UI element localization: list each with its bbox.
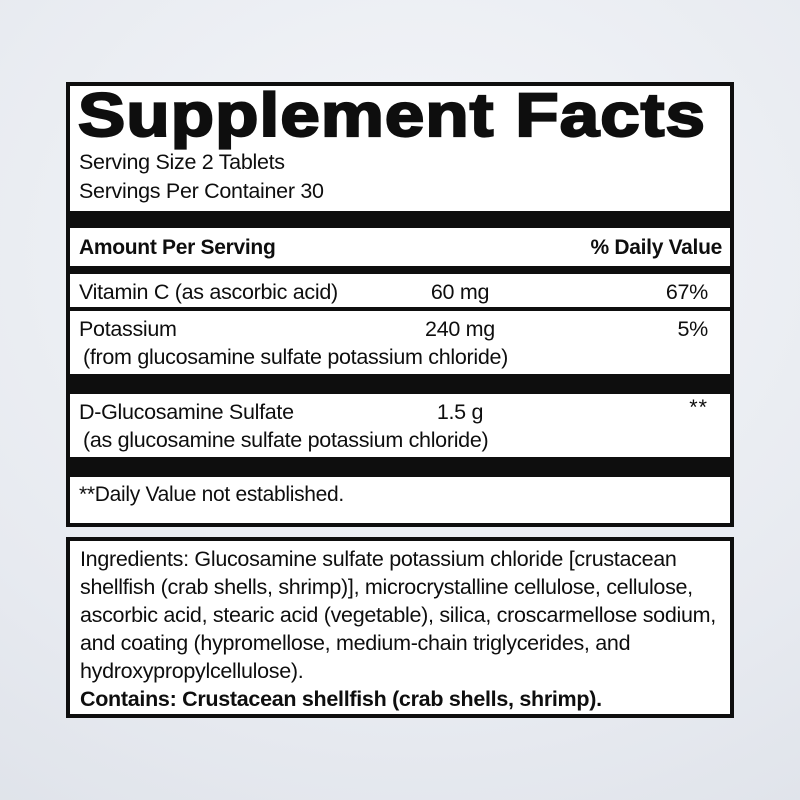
panel-title: Supplement Facts — [70, 82, 730, 149]
nutrient-name: D-Glucosamine Sulfate — [79, 400, 294, 424]
divider-bar-bottom — [70, 457, 730, 477]
table-row-vitamin-c: Vitamin C (as ascorbic acid) 60 mg 67% — [70, 274, 730, 307]
nutrient-name: Vitamin C (as ascorbic acid) — [79, 280, 338, 304]
nutrient-source-note: (as glucosamine sulfate potassium chlori… — [83, 428, 489, 452]
nutrient-daily-value: 67% — [665, 280, 708, 304]
serving-size: Serving Size 2 Tablets — [79, 150, 285, 174]
divider-bar-mid — [70, 374, 730, 394]
contains-allergen-text: Contains: Crustacean shellfish (crab she… — [80, 687, 602, 711]
divider-rule — [70, 307, 730, 311]
ingredients-text: Ingredients: Glucosamine sulfate potassi… — [80, 547, 716, 683]
daily-value-label: % Daily Value — [590, 236, 722, 259]
ingredients-panel: Ingredients: Glucosamine sulfate potassi… — [66, 537, 734, 718]
table-row-glucosamine: D-Glucosamine Sulfate 1.5 g ** (as gluco… — [70, 394, 730, 457]
row-main: Vitamin C (as ascorbic acid) 60 mg 67% — [70, 274, 730, 307]
servings-per-container: Servings Per Container 30 — [79, 179, 324, 203]
supplement-facts-panel: Supplement Facts Serving Size 2 Tablets … — [66, 82, 734, 527]
nutrient-daily-value: 5% — [677, 317, 709, 341]
nutrient-amount: 240 mg — [425, 317, 495, 341]
nutrient-name: Potassium — [79, 317, 177, 341]
table-header: Amount Per Serving % Daily Value — [70, 228, 730, 266]
serving-info: Serving Size 2 Tablets Servings Per Cont… — [70, 144, 730, 206]
nutrient-amount: 1.5 g — [436, 400, 484, 424]
nutrient-amount: 60 mg — [430, 280, 490, 304]
daily-value-footnote: **Daily Value not established. — [79, 483, 344, 506]
divider-bar-top — [70, 211, 730, 228]
panel-title-text: Supplement Facts — [77, 82, 707, 149]
nutrient-daily-value: ** — [689, 395, 708, 419]
divider-bar-header — [70, 266, 730, 274]
nutrient-source-note: (from glucosamine sulfate potassium chlo… — [83, 345, 509, 369]
table-row-potassium: Potassium 240 mg 5% (from glucosamine su… — [70, 311, 730, 374]
row-main: D-Glucosamine Sulfate 1.5 g ** — [70, 394, 730, 427]
row-main: Potassium 240 mg 5% — [70, 311, 730, 344]
amount-per-serving-label: Amount Per Serving — [79, 236, 276, 259]
